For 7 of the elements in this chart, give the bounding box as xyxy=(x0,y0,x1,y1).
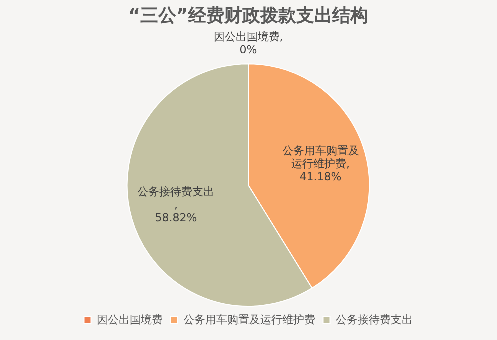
data-label: 公务用车购置及运行维护费, 41.18% xyxy=(282,144,360,184)
text: 因公出国境费, 0% xyxy=(214,30,284,56)
legend-label: 因公出国境费 xyxy=(96,313,163,326)
legend-label: 公务用车购置及运行维护费 xyxy=(183,313,316,326)
chart-title: “三公”经费财政拨款支出结构 xyxy=(128,5,368,26)
data-label: 公务接待费支出, 58.82% xyxy=(138,186,215,225)
legend-label: 公务接待费支出 xyxy=(336,313,413,326)
